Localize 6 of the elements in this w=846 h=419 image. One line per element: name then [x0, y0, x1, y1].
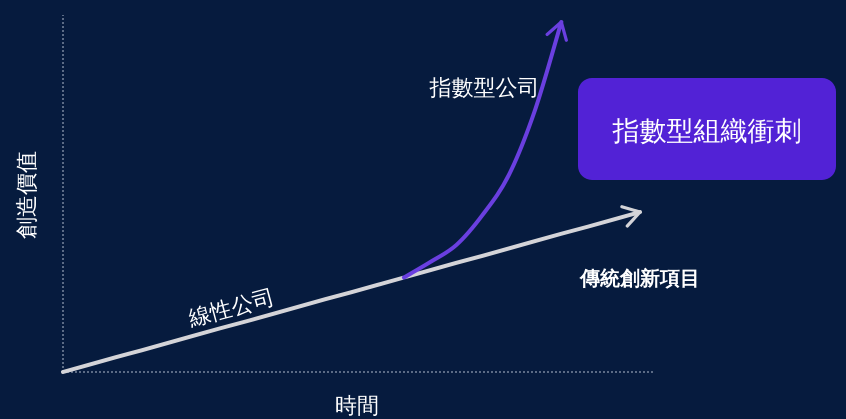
x-axis-title: 時間	[335, 394, 379, 419]
annotation: 指數型組織衝刺	[612, 116, 802, 147]
text: 線性公司	[185, 285, 278, 332]
y-axis-title: 創造價值	[15, 151, 40, 239]
annotation: 傳統創新項目	[579, 266, 700, 290]
series-label: 指數型公司	[428, 76, 540, 101]
